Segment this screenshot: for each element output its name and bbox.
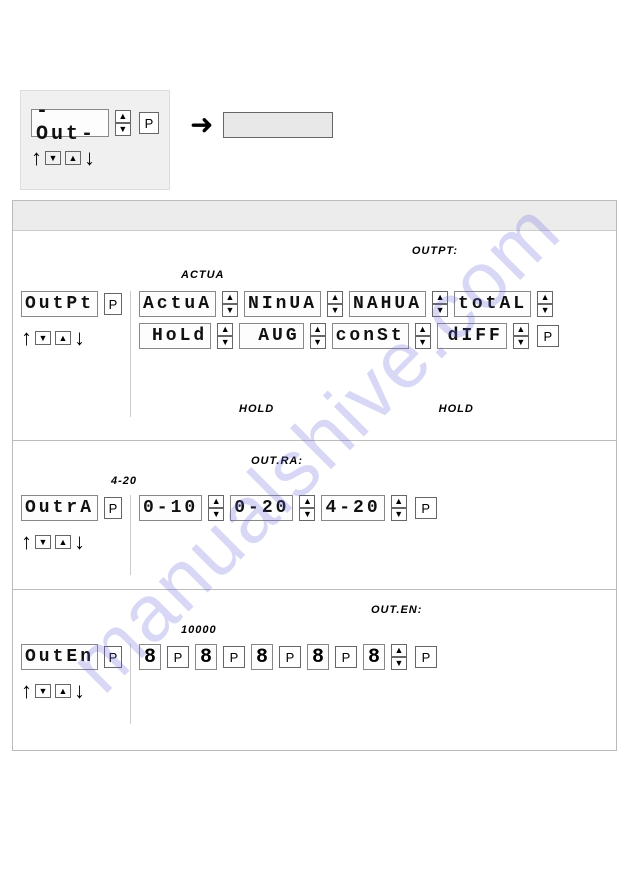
outpt-row2: HoLd ▲▼ AUG ▲▼ conSt ▲▼ dIFF ▲▼ P [139, 323, 601, 349]
updown-control[interactable]: ▲ ▼ [115, 110, 131, 136]
down-icon: ▼ [115, 123, 131, 136]
outpt-left: OutPt P ↑ ▼ ▲ ↓ [21, 291, 131, 417]
arrow-up-icon: ↑ [21, 680, 32, 702]
arrow-up-icon: ↑ [31, 147, 42, 169]
updown-control[interactable]: ▲▼ [513, 323, 529, 349]
digit-4: 8 [307, 644, 329, 670]
settings-table: OUTPT: ACTUA OutPt P ↑ ▼ ▲ ↓ [12, 200, 617, 751]
section-outen: OUT.EN: 10000 OutEn P ↑ ▼ ▲ ↓ [13, 590, 616, 750]
arrow-down-icon: ↓ [74, 327, 85, 349]
outra-left: OutrA P ↑ ▼ ▲ ↓ [21, 495, 131, 575]
p-button[interactable]: P [415, 497, 437, 519]
blank-display [223, 112, 333, 138]
top-menu-box: -Out- ▲ ▼ P ↑ ▼ ▲ ↓ [20, 90, 170, 190]
updown-control[interactable]: ▲▼ [222, 291, 238, 317]
opt-total: totAL [454, 291, 531, 317]
updown-control[interactable]: ▲▼ [415, 323, 431, 349]
outpt-row1: ActuA ▲▼ NInUA ▲▼ NAHUA ▲▼ totAL ▲▼ [139, 291, 601, 317]
outra-display: OutrA [21, 495, 98, 521]
up-tri-icon: ▲ [55, 684, 71, 698]
arrow-down-icon: ↓ [84, 147, 95, 169]
updown-control[interactable]: ▲▼ [310, 323, 326, 349]
down-tri-icon: ▼ [35, 331, 51, 345]
outpt-title: OUTPT: [412, 245, 458, 257]
opt-aug: AUG [239, 323, 303, 349]
outen-title: OUT.EN: [371, 604, 422, 616]
outpt-display: OutPt [21, 291, 98, 317]
p-button[interactable]: P [139, 112, 159, 134]
up-tri-icon: ▲ [65, 151, 81, 165]
opt-4-20: 4-20 [321, 495, 384, 521]
opt-0-20: 0-20 [230, 495, 293, 521]
nav-arrows: ↑ ▼ ▲ ↓ [21, 327, 85, 349]
updown-control[interactable]: ▲▼ [432, 291, 448, 317]
opt-hold: HoLd [139, 323, 211, 349]
outra-right: 0-10 ▲▼ 0-20 ▲▼ 4-20 ▲▼ P [131, 495, 601, 575]
p-button[interactable]: P [537, 325, 559, 347]
digit-1: 8 [139, 644, 161, 670]
outra-title: OUT.RA: [251, 455, 303, 467]
p-button[interactable]: P [335, 646, 357, 668]
opt-ninua: NInUA [244, 291, 321, 317]
updown-control[interactable]: ▲▼ [217, 323, 233, 349]
outpt-right: ActuA ▲▼ NInUA ▲▼ NAHUA ▲▼ totAL ▲▼ HoLd… [131, 291, 601, 417]
top-display: -Out- [31, 109, 109, 137]
opt-0-10: 0-10 [139, 495, 202, 521]
outen-row: 8 P 8 P 8 P 8 P 8 ▲▼ P [139, 644, 601, 670]
p-button[interactable]: P [167, 646, 189, 668]
updown-control[interactable]: ▲▼ [327, 291, 343, 317]
up-tri-icon: ▲ [55, 535, 71, 549]
down-tri-icon: ▼ [45, 151, 61, 165]
arrow-down-icon: ↓ [74, 680, 85, 702]
up-tri-icon: ▲ [55, 331, 71, 345]
outpt-sublabel: ACTUA [181, 269, 225, 281]
updown-control[interactable]: ▲▼ [299, 495, 315, 521]
opt-actua: ActuA [139, 291, 216, 317]
updown-control[interactable]: ▲▼ [391, 495, 407, 521]
arrow-up-icon: ↑ [21, 327, 32, 349]
arrow-down-icon: ↓ [74, 531, 85, 553]
outen-sublabel: 10000 [181, 624, 217, 636]
p-button[interactable]: P [279, 646, 301, 668]
outra-row: 0-10 ▲▼ 0-20 ▲▼ 4-20 ▲▼ P [139, 495, 601, 521]
outen-display: OutEn [21, 644, 98, 670]
updown-control[interactable]: ▲▼ [391, 644, 407, 670]
arrow-right-icon: ➜ [190, 108, 213, 141]
nav-arrows: ↑ ▼ ▲ ↓ [31, 147, 95, 169]
hold-label-1: HOLD [239, 403, 274, 415]
section-outpt: OUTPT: ACTUA OutPt P ↑ ▼ ▲ ↓ [13, 231, 616, 441]
digit-2: 8 [195, 644, 217, 670]
updown-control[interactable]: ▲▼ [208, 495, 224, 521]
opt-const: conSt [332, 323, 409, 349]
p-button[interactable]: P [223, 646, 245, 668]
p-button[interactable]: P [104, 646, 122, 668]
table-header [13, 201, 616, 231]
nav-arrows: ↑ ▼ ▲ ↓ [21, 531, 85, 553]
down-tri-icon: ▼ [35, 684, 51, 698]
opt-nahua: NAHUA [349, 291, 426, 317]
opt-diff: dIFF [437, 323, 507, 349]
down-tri-icon: ▼ [35, 535, 51, 549]
digit-5: 8 [363, 644, 385, 670]
outra-sublabel: 4-20 [111, 475, 137, 487]
p-button[interactable]: P [104, 293, 122, 315]
p-button[interactable]: P [104, 497, 122, 519]
up-icon: ▲ [115, 110, 131, 123]
section-outra: OUT.RA: 4-20 OutrA P ↑ ▼ ▲ ↓ [13, 441, 616, 590]
p-button[interactable]: P [415, 646, 437, 668]
hold-label-2: HOLD [439, 403, 474, 415]
arrow-up-icon: ↑ [21, 531, 32, 553]
outen-right: 8 P 8 P 8 P 8 P 8 ▲▼ P [131, 644, 601, 724]
updown-control[interactable]: ▲▼ [537, 291, 553, 317]
outen-left: OutEn P ↑ ▼ ▲ ↓ [21, 644, 131, 724]
top-flow: ➜ [180, 108, 333, 141]
nav-arrows: ↑ ▼ ▲ ↓ [21, 680, 85, 702]
digit-3: 8 [251, 644, 273, 670]
